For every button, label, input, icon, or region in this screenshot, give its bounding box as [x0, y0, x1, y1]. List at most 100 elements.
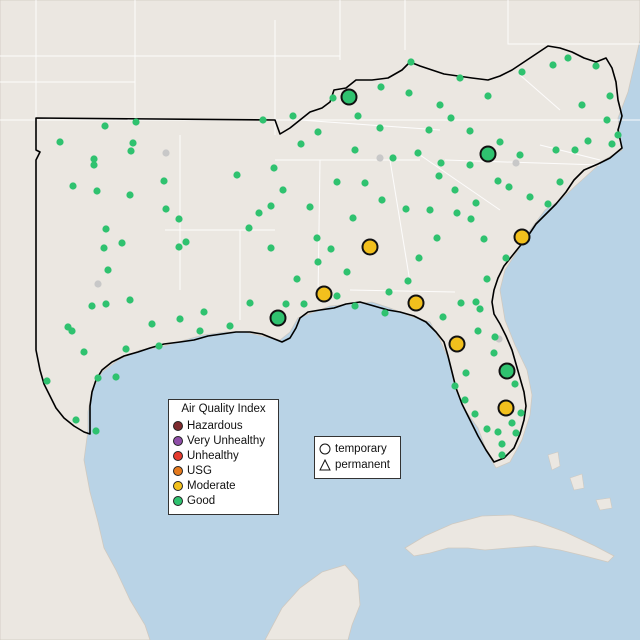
monitor-good-marker[interactable]	[552, 146, 560, 154]
monitor-good-marker[interactable]	[313, 234, 321, 242]
monitor-good-marker[interactable]	[327, 245, 335, 253]
monitor-good-marker[interactable]	[511, 380, 519, 388]
monitor-good-marker[interactable]	[474, 327, 482, 335]
monitor-moderate-large-marker[interactable]	[448, 335, 466, 353]
monitor-good-marker[interactable]	[451, 186, 459, 194]
monitor-good-marker[interactable]	[437, 159, 445, 167]
monitor-good-marker[interactable]	[544, 200, 552, 208]
monitor-good-marker[interactable]	[259, 116, 267, 124]
monitor-good-marker[interactable]	[494, 428, 502, 436]
monitor-good-marker[interactable]	[516, 151, 524, 159]
monitor-good-marker[interactable]	[101, 122, 109, 130]
monitor-good-marker[interactable]	[466, 161, 474, 169]
monitor-good-marker[interactable]	[267, 244, 275, 252]
monitor-good-marker[interactable]	[526, 193, 534, 201]
monitor-good-marker[interactable]	[389, 154, 397, 162]
monitor-good-marker[interactable]	[426, 206, 434, 214]
monitor-good-marker[interactable]	[404, 277, 412, 285]
monitor-good-marker[interactable]	[376, 124, 384, 132]
monitor-good-marker[interactable]	[282, 300, 290, 308]
monitor-good-large-marker[interactable]	[479, 145, 497, 163]
monitor-moderate-large-marker[interactable]	[497, 399, 515, 417]
monitor-good-marker[interactable]	[578, 101, 586, 109]
monitor-good-marker[interactable]	[405, 89, 413, 97]
monitor-good-marker[interactable]	[351, 302, 359, 310]
monitor-good-marker[interactable]	[200, 308, 208, 316]
monitor-good-marker[interactable]	[354, 112, 362, 120]
monitor-good-marker[interactable]	[447, 114, 455, 122]
monitor-moderate-large-marker[interactable]	[361, 238, 379, 256]
monitor-good-marker[interactable]	[349, 214, 357, 222]
monitor-good-marker[interactable]	[483, 275, 491, 283]
monitor-good-marker[interactable]	[333, 292, 341, 300]
monitor-good-large-marker[interactable]	[340, 88, 358, 106]
monitor-good-marker[interactable]	[132, 118, 140, 126]
monitor-good-marker[interactable]	[508, 419, 516, 427]
monitor-good-marker[interactable]	[451, 382, 459, 390]
monitor-good-marker[interactable]	[279, 186, 287, 194]
monitor-good-marker[interactable]	[175, 215, 183, 223]
monitor-good-marker[interactable]	[433, 234, 441, 242]
monitor-moderate-large-marker[interactable]	[315, 285, 333, 303]
monitor-good-marker[interactable]	[267, 202, 275, 210]
monitor-no-data-marker[interactable]	[376, 154, 384, 162]
monitor-good-marker[interactable]	[162, 205, 170, 213]
monitor-good-marker[interactable]	[69, 182, 77, 190]
monitor-good-marker[interactable]	[289, 112, 297, 120]
monitor-good-marker[interactable]	[56, 138, 64, 146]
monitor-good-marker[interactable]	[93, 187, 101, 195]
monitor-good-marker[interactable]	[94, 374, 102, 382]
monitor-good-marker[interactable]	[453, 209, 461, 217]
monitor-good-large-marker[interactable]	[498, 362, 516, 380]
monitor-good-marker[interactable]	[255, 209, 263, 217]
monitor-good-marker[interactable]	[64, 323, 72, 331]
monitor-good-marker[interactable]	[122, 345, 130, 353]
monitor-good-marker[interactable]	[496, 138, 504, 146]
monitor-good-marker[interactable]	[549, 61, 557, 69]
monitor-good-marker[interactable]	[118, 239, 126, 247]
monitor-moderate-large-marker[interactable]	[407, 294, 425, 312]
monitor-no-data-marker[interactable]	[512, 159, 520, 167]
monitor-good-marker[interactable]	[300, 300, 308, 308]
monitor-good-marker[interactable]	[592, 62, 600, 70]
monitor-good-marker[interactable]	[385, 288, 393, 296]
monitor-good-marker[interactable]	[104, 266, 112, 274]
monitor-good-large-marker[interactable]	[269, 309, 287, 327]
monitor-good-marker[interactable]	[306, 203, 314, 211]
monitor-good-marker[interactable]	[462, 369, 470, 377]
monitor-good-marker[interactable]	[196, 327, 204, 335]
monitor-good-marker[interactable]	[498, 440, 506, 448]
monitor-good-marker[interactable]	[90, 155, 98, 163]
monitor-good-marker[interactable]	[148, 320, 156, 328]
monitor-good-marker[interactable]	[377, 83, 385, 91]
monitor-good-marker[interactable]	[175, 243, 183, 251]
monitor-good-marker[interactable]	[505, 183, 513, 191]
monitor-good-marker[interactable]	[556, 178, 564, 186]
monitor-good-marker[interactable]	[92, 427, 100, 435]
monitor-good-marker[interactable]	[102, 225, 110, 233]
monitor-good-marker[interactable]	[608, 140, 616, 148]
monitor-good-marker[interactable]	[480, 235, 488, 243]
monitor-good-marker[interactable]	[314, 128, 322, 136]
monitor-good-marker[interactable]	[126, 191, 134, 199]
monitor-good-marker[interactable]	[351, 146, 359, 154]
monitor-good-marker[interactable]	[270, 164, 278, 172]
monitor-good-marker[interactable]	[571, 146, 579, 154]
monitor-good-marker[interactable]	[343, 268, 351, 276]
monitor-good-marker[interactable]	[502, 254, 510, 262]
monitor-good-marker[interactable]	[517, 409, 525, 417]
monitor-good-marker[interactable]	[435, 172, 443, 180]
monitor-good-marker[interactable]	[476, 305, 484, 313]
monitor-good-marker[interactable]	[415, 254, 423, 262]
monitor-good-marker[interactable]	[333, 178, 341, 186]
monitor-good-marker[interactable]	[425, 126, 433, 134]
monitor-good-marker[interactable]	[472, 199, 480, 207]
monitor-good-marker[interactable]	[361, 179, 369, 187]
monitor-good-marker[interactable]	[436, 101, 444, 109]
monitor-good-marker[interactable]	[160, 177, 168, 185]
monitor-good-marker[interactable]	[102, 300, 110, 308]
monitor-good-marker[interactable]	[88, 302, 96, 310]
monitor-good-marker[interactable]	[467, 215, 475, 223]
monitor-good-marker[interactable]	[314, 258, 322, 266]
